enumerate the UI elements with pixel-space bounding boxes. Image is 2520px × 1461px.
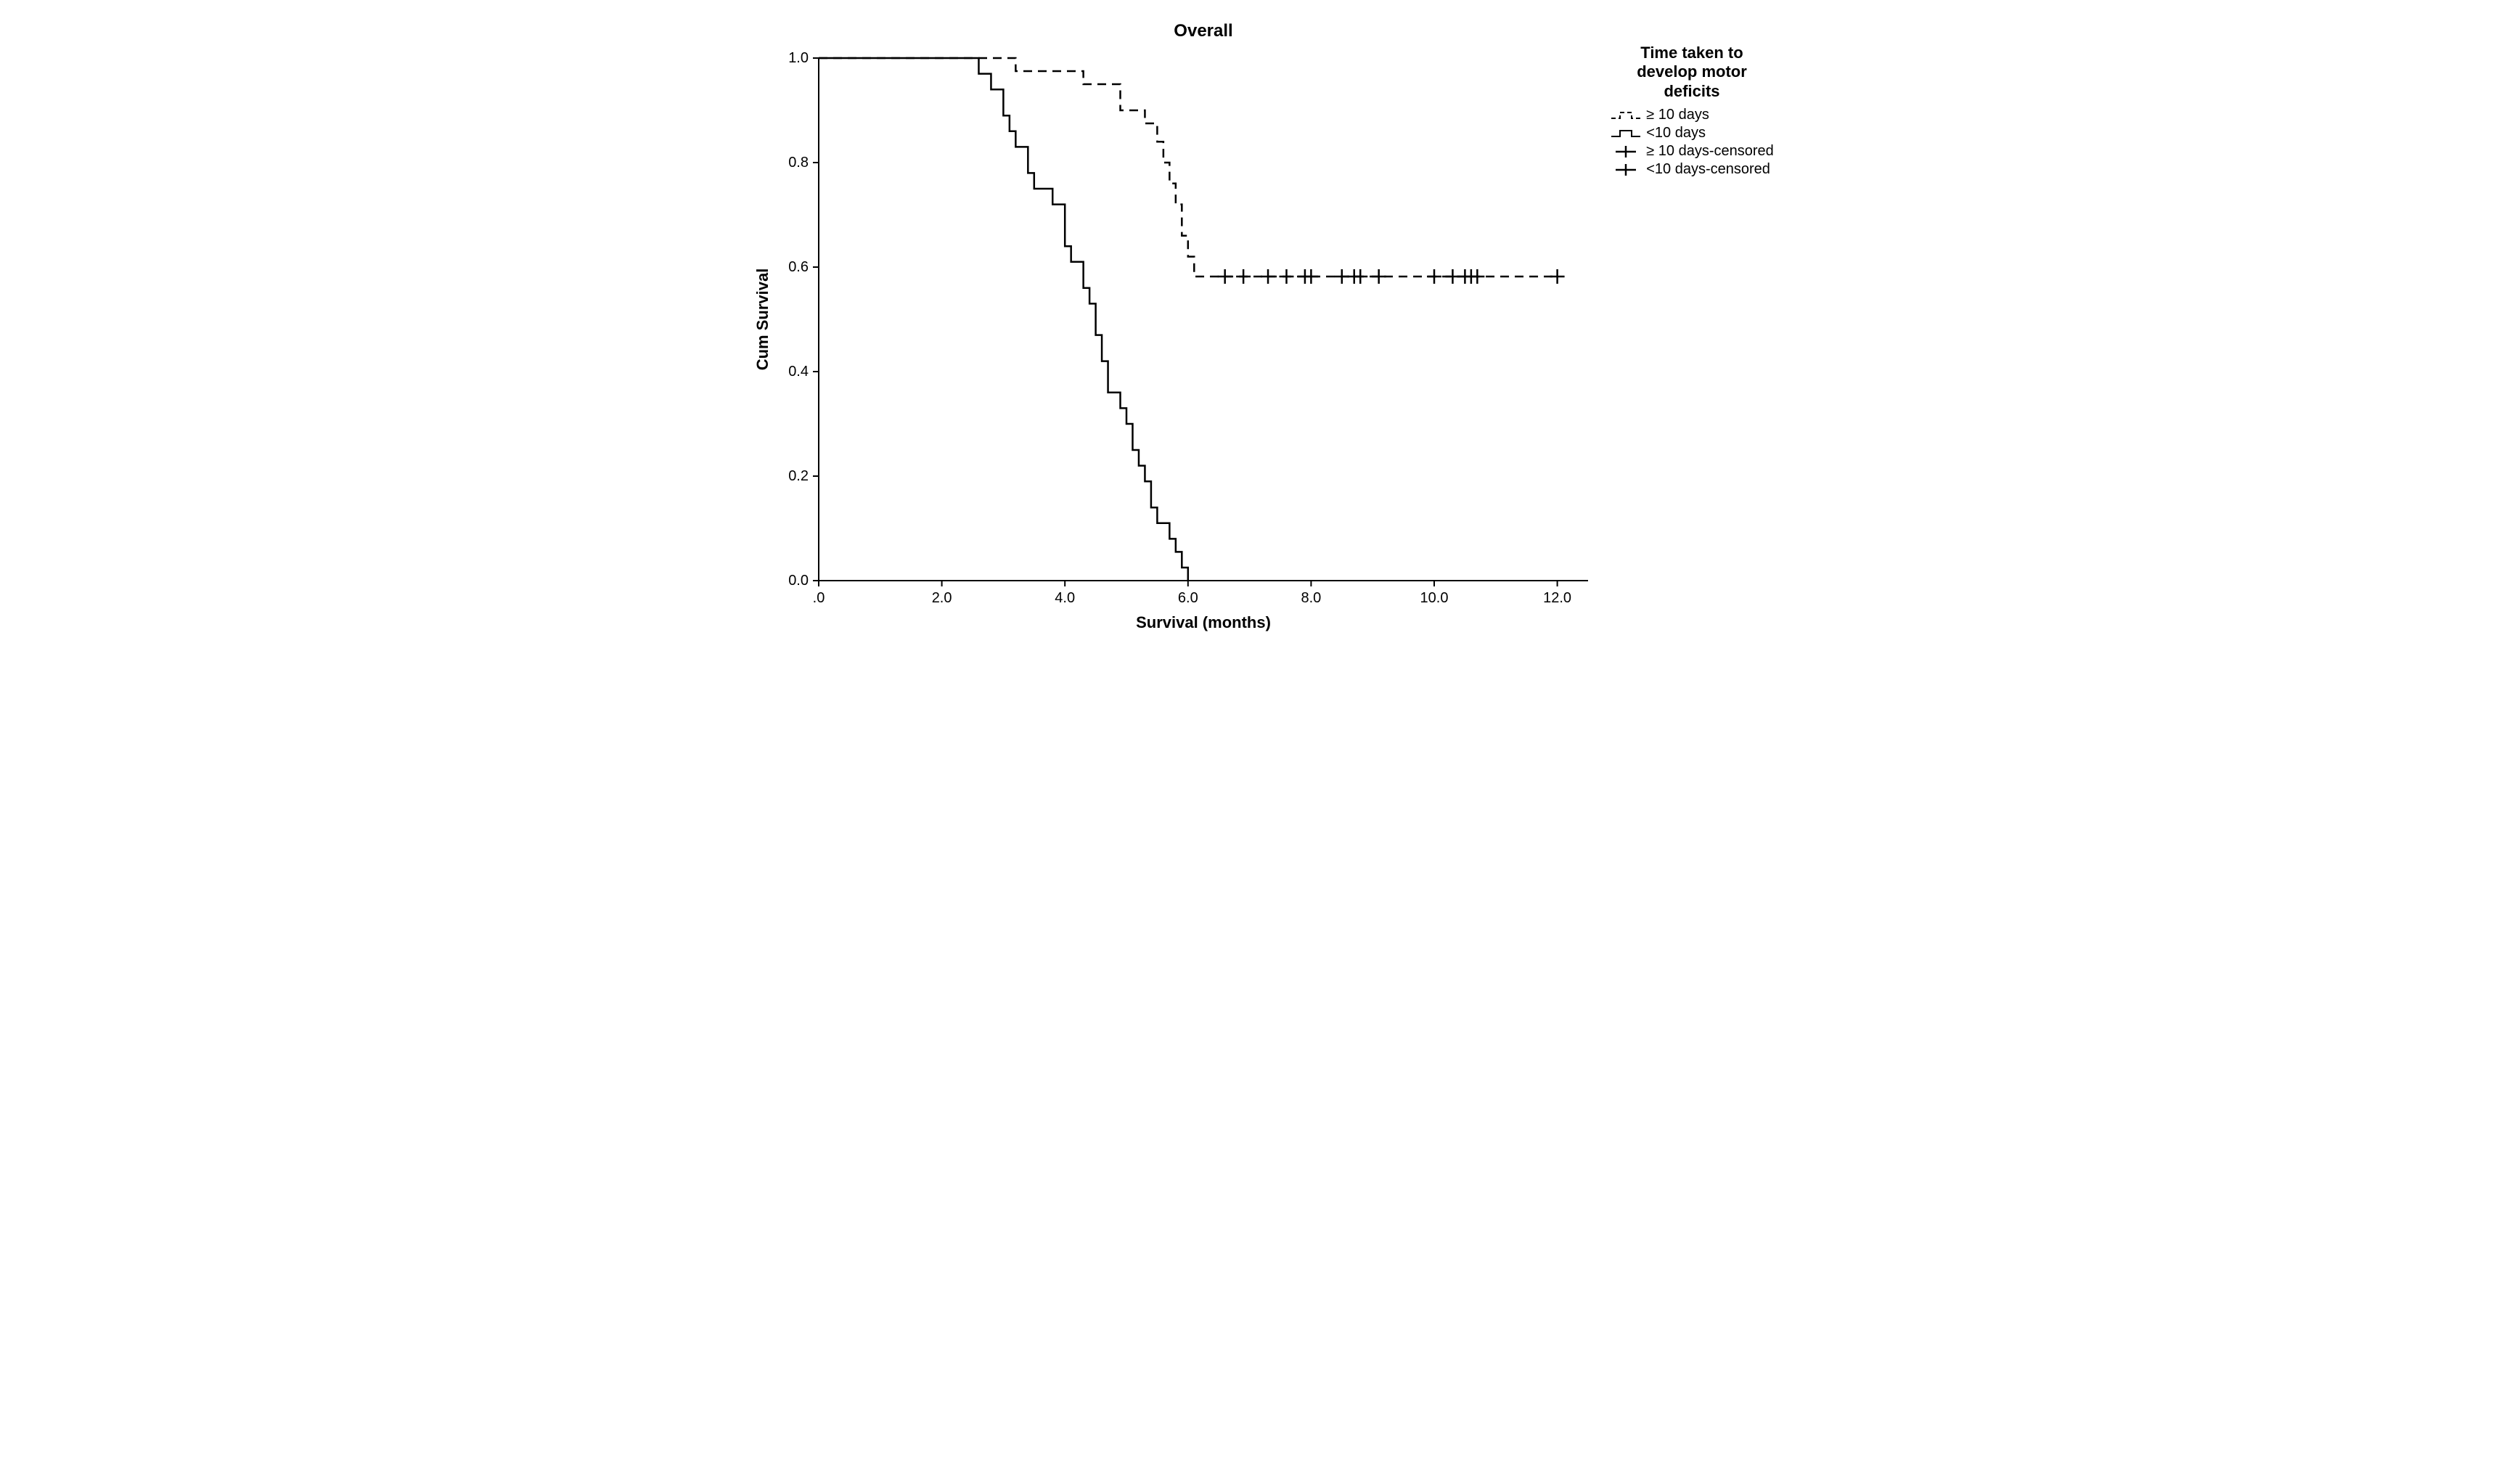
- svg-text:0.0: 0.0: [788, 573, 809, 589]
- svg-text:8.0: 8.0: [1301, 590, 1322, 606]
- svg-text:1.0: 1.0: [788, 50, 809, 66]
- svg-text:4.0: 4.0: [1055, 590, 1076, 606]
- legend-title: Time taken todevelop motordeficits: [1610, 44, 1774, 101]
- legend-swatch-icon: [1610, 144, 1642, 159]
- svg-text:10.0: 10.0: [1420, 590, 1449, 606]
- svg-text:Cum Survival: Cum Survival: [753, 269, 772, 371]
- svg-text:Overall: Overall: [1174, 21, 1233, 41]
- svg-text:0.2: 0.2: [788, 468, 809, 484]
- legend-label: <10 days: [1646, 125, 1706, 142]
- svg-text:0.8: 0.8: [788, 155, 809, 171]
- svg-text:.0: .0: [813, 590, 825, 606]
- legend-swatch-icon: [1610, 108, 1642, 123]
- legend-label: <10 days-censored: [1646, 161, 1770, 178]
- legend-item: ≥ 10 days: [1610, 107, 1774, 123]
- kaplan-meier-chart: Overall .0 2.0 4.0 6.0 8.0 10.0 12.0 Survival (m…: [746, 15, 1603, 639]
- legend-item: <10 days: [1610, 125, 1774, 142]
- chart-container: Overall .0 2.0 4.0 6.0 8.0 10.0 12.0 Survival (m…: [15, 15, 2505, 639]
- legend-label: ≥ 10 days-censored: [1646, 143, 1774, 160]
- svg-text:6.0: 6.0: [1178, 590, 1198, 606]
- svg-text:0.6: 0.6: [788, 259, 809, 275]
- svg-text:12.0: 12.0: [1543, 590, 1571, 606]
- svg-text:Survival (months): Survival (months): [1136, 613, 1271, 631]
- legend-swatch-icon: [1610, 163, 1642, 177]
- legend-label: ≥ 10 days: [1646, 107, 1709, 123]
- legend-item: <10 days-censored: [1610, 161, 1774, 178]
- svg-text:0.4: 0.4: [788, 364, 809, 380]
- legend-swatch-icon: [1610, 126, 1642, 141]
- legend-item: ≥ 10 days-censored: [1610, 143, 1774, 160]
- legend: Time taken todevelop motordeficits ≥ 10 …: [1610, 44, 1774, 179]
- svg-text:2.0: 2.0: [932, 590, 952, 606]
